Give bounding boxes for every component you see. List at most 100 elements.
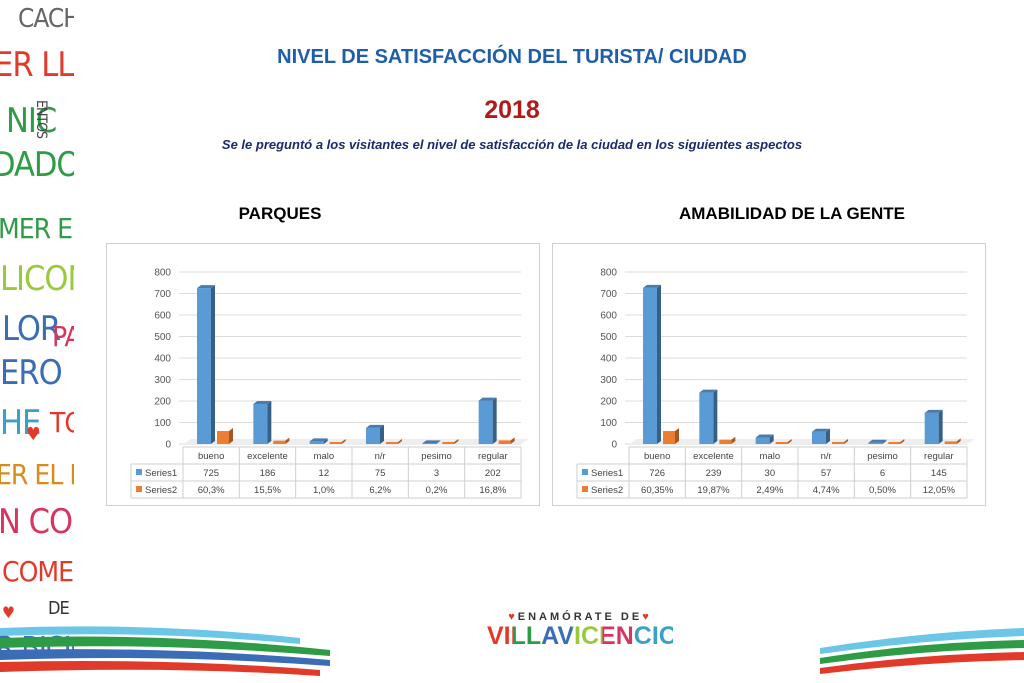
footer-wave-right [820, 628, 1024, 674]
bar-series1-side [769, 434, 774, 444]
side-word: ER EL PARÇ [0, 458, 74, 491]
bar-series1-top [253, 401, 272, 405]
bar-series2 [329, 442, 342, 444]
bar-series1 [422, 443, 437, 444]
y-tick-label: 400 [600, 354, 617, 365]
bar-series1-top [643, 284, 661, 288]
side-word: LOR [2, 309, 61, 349]
x-category-label: pesimo [421, 451, 452, 462]
data-label-series1: 57 [821, 468, 832, 479]
bar-series1-top [309, 438, 328, 442]
bar-series1-side [938, 409, 943, 444]
side-word: NIC [6, 101, 57, 141]
data-label-series1: 202 [485, 468, 501, 479]
data-label-series1: 725 [203, 468, 219, 479]
bar-series1-top [366, 424, 384, 428]
bar-series2-side [510, 437, 515, 444]
chart-title-amabilidad: AMABILIDAD DE LA GENTE [678, 204, 906, 223]
legend-key-series2 [582, 486, 588, 492]
bar-series1 [309, 441, 324, 444]
data-label-series2: 60,3% [198, 485, 225, 496]
bar-series2-side [341, 439, 346, 444]
data-label-series1: 30 [765, 468, 776, 479]
legend-label-series1: Series1 [591, 468, 623, 479]
data-label-series1: 145 [931, 468, 947, 479]
data-label-series1: 726 [649, 468, 665, 479]
bar-series1-side [713, 389, 718, 444]
legend-key-series2 [136, 486, 142, 492]
y-tick-label: 600 [600, 311, 617, 322]
bar-series1-top [924, 409, 943, 413]
side-word: DE [48, 598, 70, 619]
bar-series2 [719, 439, 732, 444]
side-word: MER EL F [0, 212, 74, 245]
bar-series2 [944, 441, 957, 444]
data-label-series1: 6 [880, 468, 885, 479]
x-category-label: pesimo [867, 451, 898, 462]
bar-series1 [478, 400, 493, 444]
y-tick-label: 600 [154, 311, 171, 322]
bar-series2-side [398, 439, 402, 444]
data-label-series2: 0,2% [426, 485, 448, 496]
x-category-label: n/r [375, 451, 386, 462]
legend-key-series1 [136, 469, 142, 475]
bar-series1-top [422, 440, 441, 444]
bar-series1-top [812, 428, 830, 432]
bar-series1-top [478, 397, 497, 401]
enamorate-logo: ♥ENAMÓRATE DE♥ VILLAVICENCIO [487, 611, 679, 650]
bar-series2 [386, 442, 398, 444]
bar-series1-side [657, 284, 661, 444]
side-word: PA [52, 320, 74, 353]
x-category-label: bueno [198, 451, 224, 462]
logo-city-name: VILLAVICENCIO [487, 622, 679, 650]
bar-series2-side [844, 439, 848, 444]
bar-chart-amabilidad: 0 100 200 300 400 500 600 700 800 bueno 726 60,35% e… [576, 268, 975, 499]
bar-series1-side [211, 285, 215, 444]
side-word: DADORE [0, 145, 74, 185]
heart-icon: ♥ [2, 603, 15, 622]
y-tick-label: 500 [154, 332, 171, 343]
data-label-series2: 60,35% [641, 485, 674, 496]
bar-series1 [868, 442, 883, 444]
data-label-series2: 6,2% [369, 485, 391, 496]
bar-series1-top [755, 434, 774, 438]
bar-series1 [253, 404, 268, 444]
data-label-series2: 12,05% [923, 485, 956, 496]
side-word: ERO [0, 353, 63, 393]
chart-title-parques: PARQUES [238, 204, 322, 223]
data-label-series1: 75 [375, 468, 386, 479]
bar-series2 [832, 442, 844, 444]
bar-series1 [197, 288, 211, 444]
y-tick-label: 300 [600, 375, 617, 386]
bar-series2-side [229, 428, 233, 444]
bar-series1-side [826, 428, 830, 444]
y-tick-label: 800 [154, 268, 171, 279]
side-word: HE [0, 403, 41, 443]
legend-label-series1: Series1 [145, 468, 177, 479]
bar-series1-side [323, 438, 328, 444]
side-word: COMER [2, 555, 74, 588]
bar-series2-side [900, 439, 905, 444]
bar-series1-side [267, 401, 272, 444]
bar-series1-side [882, 439, 887, 444]
bar-series2-side [956, 438, 961, 444]
side-word: TO [50, 406, 74, 439]
side-word: LICONT [0, 259, 74, 299]
bar-series1 [924, 412, 939, 444]
bar-series1 [366, 427, 380, 444]
y-tick-label: 0 [165, 440, 171, 451]
bar-series2 [663, 431, 675, 444]
data-label-series2: 0,50% [869, 485, 896, 496]
chart-panel-amabilidad: 0 100 200 300 400 500 600 700 800 bueno 726 60,35% e… [552, 243, 986, 506]
bar-series2-side [454, 439, 459, 444]
bar-series1-side [380, 424, 384, 444]
bar-series2-side [285, 437, 290, 444]
data-label-series2: 16,8% [479, 485, 506, 496]
y-tick-label: 400 [154, 354, 171, 365]
side-word: ER LLAN [0, 45, 74, 85]
bar-series1 [755, 437, 770, 444]
chart-floor [629, 439, 975, 444]
x-category-label: excelente [693, 451, 734, 462]
side-word: CACHA [18, 4, 74, 34]
legend-label-series2: Series2 [591, 485, 623, 496]
